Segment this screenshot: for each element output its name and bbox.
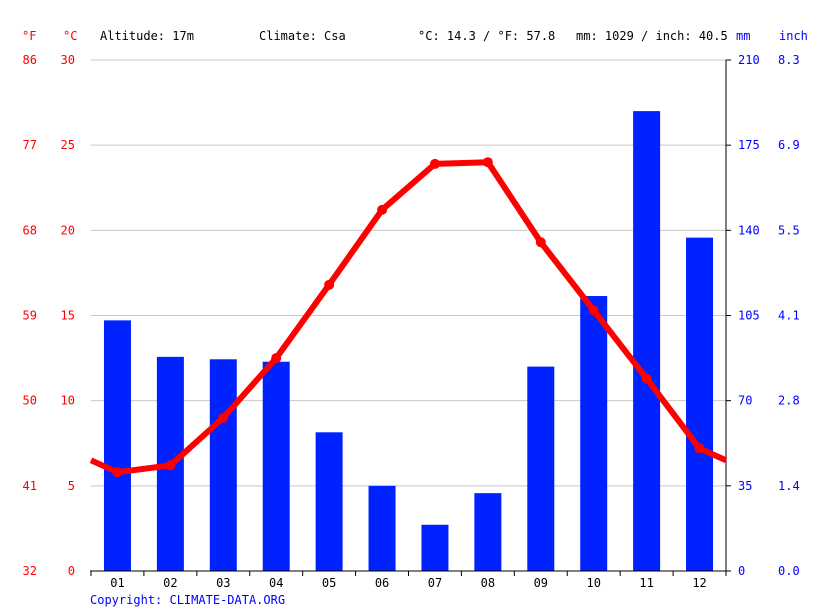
unit-inch-label: inch (779, 29, 808, 43)
precipitation-bar (527, 366, 555, 571)
temperature-point (588, 305, 599, 316)
month-label: 11 (639, 576, 653, 590)
temperature-polyline (89, 159, 728, 476)
month-label: 06 (375, 576, 389, 590)
tick-label-mm: 175 (738, 138, 760, 152)
precipitation-bar (315, 432, 343, 571)
precipitation-bar (580, 296, 608, 571)
month-label: 01 (110, 576, 124, 590)
unit-celsius-label: °C (63, 29, 77, 43)
precipitation-bar (633, 111, 661, 571)
tick-label-celsius: 25 (61, 138, 75, 152)
month-label: 08 (481, 576, 495, 590)
tick-label-celsius: 20 (61, 223, 75, 237)
temperature-point (535, 237, 546, 248)
tick-label-inch: 8.3 (778, 53, 800, 67)
precipitation-bars (103, 111, 714, 571)
altitude-label: Altitude: 17m (100, 29, 194, 43)
temperature-point (218, 412, 229, 423)
tick-label-fahrenheit: 41 (23, 479, 37, 493)
tick-label-fahrenheit: 50 (23, 394, 37, 408)
precipitation-bar (474, 493, 502, 571)
copyright-link[interactable]: Copyright: CLIMATE-DATA.ORG (90, 593, 285, 607)
axes (90, 59, 731, 576)
temperature-line (89, 157, 728, 478)
tick-label-inch: 5.5 (778, 223, 800, 237)
tick-label-celsius: 30 (61, 53, 75, 67)
temperature-point (429, 158, 440, 169)
temperature-point (112, 467, 123, 478)
tick-label-fahrenheit: 77 (23, 138, 37, 152)
climate-label: Climate: Csa (259, 29, 346, 43)
tick-label-fahrenheit: 59 (23, 309, 37, 323)
temperature-point (165, 460, 176, 471)
precipitation-total-label: mm: 1029 / inch: 40.5 (576, 29, 728, 43)
tick-label-fahrenheit: 68 (23, 223, 37, 237)
tick-label-inch: 2.8 (778, 394, 800, 408)
tick-label-celsius: 5 (68, 479, 75, 493)
unit-mm-label: mm (736, 29, 750, 43)
month-label: 03 (216, 576, 230, 590)
precipitation-bar (686, 237, 714, 571)
temperature-point (641, 373, 652, 384)
tick-label-mm: 140 (738, 223, 760, 237)
tick-label-celsius: 15 (61, 309, 75, 323)
precipitation-bar (421, 524, 449, 571)
month-label: 04 (269, 576, 283, 590)
tick-label-mm: 70 (738, 394, 752, 408)
tick-label-mm: 0 (738, 564, 745, 578)
precipitation-bar (209, 359, 237, 571)
month-label: 10 (586, 576, 600, 590)
month-label: 07 (428, 576, 442, 590)
month-label: 09 (534, 576, 548, 590)
temperature-point (482, 157, 493, 168)
tick-label-inch: 6.9 (778, 138, 800, 152)
tick-label-inch: 0.0 (778, 564, 800, 578)
tick-label-mm: 35 (738, 479, 752, 493)
tick-label-inch: 1.4 (778, 479, 800, 493)
precipitation-bar (368, 485, 396, 571)
temperature-point (694, 443, 705, 454)
unit-fahrenheit-label: °F (22, 29, 36, 43)
month-label: 05 (322, 576, 336, 590)
tick-label-fahrenheit: 86 (23, 53, 37, 67)
tick-label-inch: 4.1 (778, 309, 800, 323)
temperature-point (324, 279, 335, 290)
axis-tick-labels: 86 30 210 8.377 25 175 6.968 20 140 5.559 15 105 4.1… (23, 53, 800, 590)
month-label: 12 (692, 576, 706, 590)
grid-lines (91, 59, 726, 487)
precipitation-bar (103, 320, 131, 571)
tick-label-mm: 105 (738, 309, 760, 323)
month-label: 02 (163, 576, 177, 590)
temperature-point (271, 353, 282, 364)
precipitation-bar (262, 361, 290, 571)
temperature-point (377, 204, 388, 215)
tick-label-celsius: 10 (61, 394, 75, 408)
tick-label-fahrenheit: 32 (23, 564, 37, 578)
tick-label-mm: 210 (738, 53, 760, 67)
temperature-average-label: °C: 14.3 / °F: 57.8 (418, 29, 555, 43)
tick-label-celsius: 0 (68, 564, 75, 578)
